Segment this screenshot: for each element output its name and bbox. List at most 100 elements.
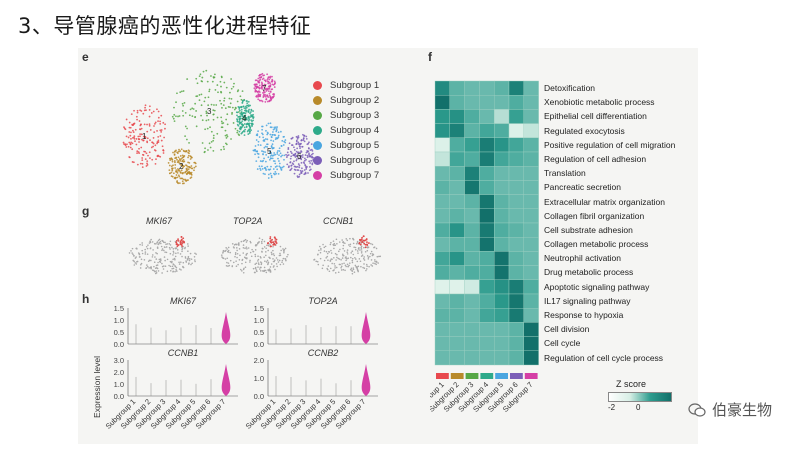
- zscore-mid-label: 0: [636, 403, 641, 412]
- feature-point: [265, 254, 267, 257]
- umap-point: [140, 123, 142, 126]
- feature-highlight: [359, 243, 362, 246]
- feature-point: [360, 246, 362, 249]
- feature-point: [352, 242, 355, 245]
- heatmap-cell: [434, 109, 451, 124]
- umap-point: [205, 112, 208, 115]
- umap-point: [181, 180, 184, 183]
- heatmap-cell: [479, 194, 495, 209]
- feature-point: [354, 256, 356, 259]
- umap-point: [257, 156, 260, 159]
- umap-point: [271, 78, 274, 81]
- feature-point: [369, 255, 371, 258]
- feature-point: [356, 240, 359, 243]
- umap-point: [273, 126, 276, 129]
- umap-point: [301, 167, 303, 170]
- umap-point: [140, 110, 143, 112]
- umap-point: [183, 182, 185, 185]
- umap-point: [139, 128, 141, 131]
- feature-point: [238, 258, 241, 261]
- umap-point: [167, 162, 170, 164]
- heatmap-cell: [508, 336, 525, 352]
- umap-point: [188, 114, 191, 117]
- umap-point: [258, 90, 260, 93]
- umap-point: [251, 115, 254, 118]
- umap-point: [272, 92, 275, 95]
- feature-point: [259, 268, 261, 270]
- umap-point: [254, 88, 257, 91]
- umap-point: [300, 139, 303, 142]
- umap-point: [262, 85, 265, 87]
- umap-point: [149, 129, 152, 131]
- feature-point: [342, 247, 344, 250]
- umap-point: [286, 151, 289, 154]
- umap-point: [241, 120, 244, 123]
- umap-point: [251, 122, 254, 125]
- umap-point: [264, 173, 266, 175]
- umap-point: [221, 106, 223, 109]
- umap-point: [305, 168, 308, 170]
- umap-point: [151, 141, 153, 144]
- umap-point: [238, 106, 241, 109]
- feature-point: [375, 247, 378, 250]
- violin-plots: Expression levelMKI671.51.00.50.0TOP2A1.…: [92, 296, 378, 431]
- feature-point: [180, 261, 182, 263]
- heatmap-group-bar: [450, 373, 464, 379]
- umap-point: [210, 103, 213, 106]
- feature-point: [273, 259, 276, 261]
- feature-point: [173, 257, 176, 260]
- feature-point: [190, 263, 192, 266]
- feature-point: [162, 241, 165, 244]
- umap-point: [175, 169, 178, 172]
- umap-point: [190, 156, 193, 159]
- feature-point: [245, 241, 248, 243]
- feature-point: [375, 263, 377, 266]
- umap-point: [289, 161, 292, 163]
- feature-point: [331, 258, 333, 261]
- umap-point: [160, 129, 163, 131]
- violin-gene-label: CCNB1: [168, 348, 199, 358]
- umap-point: [289, 157, 292, 160]
- umap-point: [216, 116, 219, 119]
- umap-point: [267, 177, 270, 179]
- feature-point: [351, 272, 354, 275]
- umap-point: [256, 152, 259, 155]
- umap-point: [258, 84, 261, 87]
- feature-point: [187, 263, 190, 265]
- umap-point: [177, 115, 179, 118]
- umap-point: [249, 130, 251, 133]
- feature-point: [174, 265, 177, 268]
- umap-point: [243, 123, 246, 125]
- feature-point: [243, 239, 246, 242]
- heatmap-cell: [523, 95, 539, 110]
- umap-point: [234, 127, 237, 130]
- umap-point: [264, 166, 267, 169]
- heatmap-cell: [479, 123, 495, 138]
- feature-point: [161, 248, 164, 250]
- heatmap-cell: [464, 307, 480, 323]
- umap-point: [220, 120, 223, 123]
- umap-point: [274, 170, 277, 173]
- umap-point: [125, 146, 128, 148]
- heatmap-cell: [508, 265, 525, 281]
- heatmap-cell: [479, 137, 495, 153]
- umap-point: [128, 121, 131, 124]
- feature-point: [368, 265, 370, 268]
- umap-point: [244, 105, 247, 108]
- feature-point: [323, 259, 326, 262]
- legend-swatch: [313, 171, 322, 180]
- feature-point: [168, 243, 171, 245]
- umap-point: [266, 94, 268, 97]
- umap-point: [293, 172, 296, 175]
- feature-point: [242, 246, 245, 249]
- feature-point: [139, 243, 141, 246]
- feature-point: [328, 251, 331, 253]
- feature-point: [349, 245, 351, 248]
- heatmap-cell: [434, 194, 451, 209]
- feature-point: [135, 263, 138, 265]
- umap-point: [128, 126, 131, 129]
- umap-point: [222, 104, 225, 106]
- umap-point: [268, 87, 271, 90]
- umap-point: [243, 126, 246, 129]
- feature-point: [228, 264, 231, 267]
